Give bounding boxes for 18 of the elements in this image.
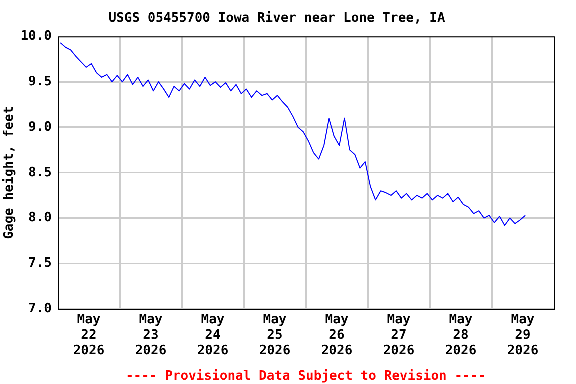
- y-tick-label: 9.5: [28, 74, 52, 90]
- y-tick-label: 7.0: [28, 302, 52, 317]
- y-tick-label: 8.0: [28, 210, 52, 226]
- x-tick-label: May 26 2026: [321, 312, 353, 359]
- y-tick-label: 7.5: [28, 256, 52, 272]
- x-tick-label: May 22 2026: [73, 312, 105, 359]
- text: ---- Provisional Data Subject to Revision ----: [126, 369, 486, 384]
- x-tick-label: May 25 2026: [259, 312, 291, 359]
- x-tick-label: May 28 2026: [445, 312, 477, 359]
- y-tick-label: 10.0: [20, 28, 52, 44]
- y-axis-title: Gage height, feet: [2, 106, 18, 240]
- chart-title: USGS 05455700 Iowa River near Lone Tree, IA: [108, 11, 446, 26]
- y-tick-label: 9.0: [28, 120, 52, 135]
- x-tick-label: May 29 2026: [507, 312, 539, 359]
- x-tick-label: May 23 2026: [135, 312, 167, 359]
- x-tick-label: May 27 2026: [383, 312, 415, 359]
- x-tick-label: May 24 2026: [197, 312, 229, 359]
- y-tick-label: 8.5: [28, 165, 52, 180]
